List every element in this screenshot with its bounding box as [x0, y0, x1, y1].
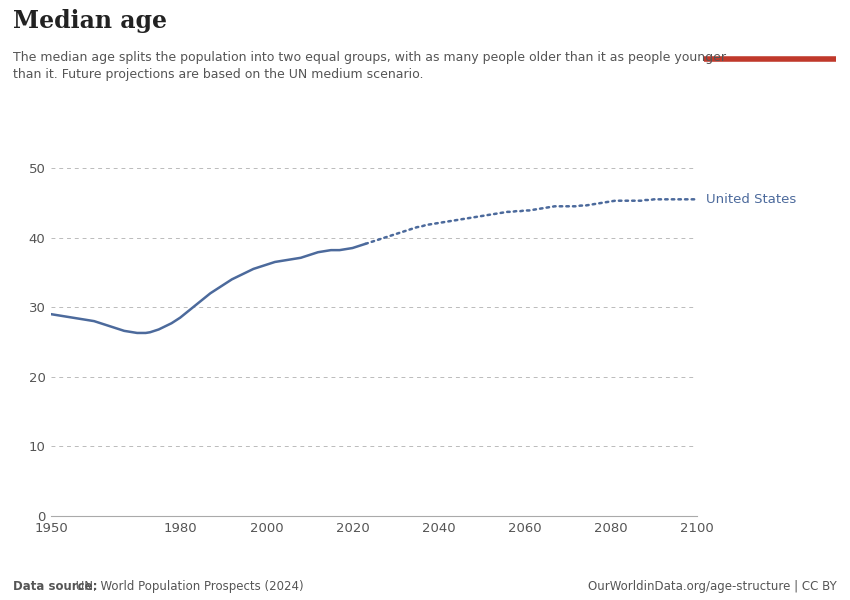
Text: UN, World Population Prospects (2024): UN, World Population Prospects (2024): [72, 580, 304, 593]
Text: in Data: in Data: [745, 35, 794, 49]
Text: Our World: Our World: [736, 19, 803, 32]
Text: The median age splits the population into two equal groups, with as many people : The median age splits the population int…: [13, 51, 726, 81]
Text: Median age: Median age: [13, 9, 167, 33]
Text: OurWorldinData.org/age-structure | CC BY: OurWorldinData.org/age-structure | CC BY: [588, 580, 837, 593]
Text: Data source:: Data source:: [13, 580, 97, 593]
Text: United States: United States: [706, 193, 796, 206]
